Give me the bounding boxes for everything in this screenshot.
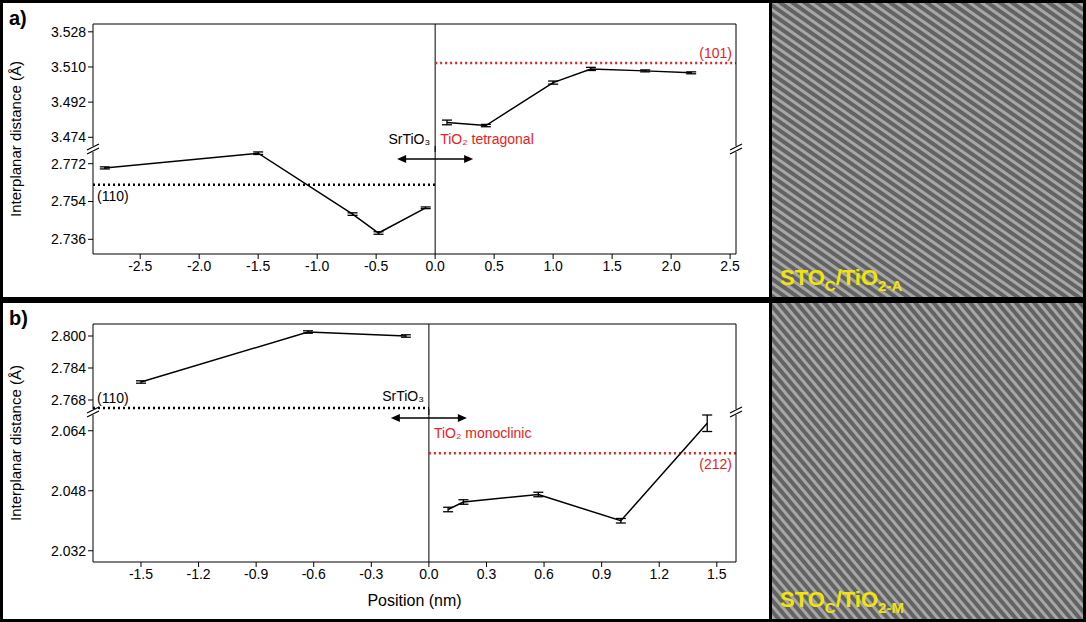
svg-text:-0.3: -0.3 — [359, 566, 383, 582]
svg-text:(110): (110) — [97, 390, 129, 406]
svg-text:3.474: 3.474 — [51, 129, 86, 145]
svg-text:0.6: 0.6 — [534, 566, 554, 582]
svg-text:-2.0: -2.0 — [187, 258, 211, 274]
svg-text:TiO₂ monoclinic: TiO₂ monoclinic — [434, 425, 532, 441]
svg-text:0.3: 0.3 — [477, 566, 497, 582]
svg-text:2.772: 2.772 — [51, 156, 86, 172]
svg-text:1.5: 1.5 — [602, 258, 622, 274]
svg-text:-0.9: -0.9 — [244, 566, 268, 582]
svg-text:2.784: 2.784 — [51, 360, 86, 376]
svg-text:2.800: 2.800 — [51, 328, 86, 344]
svg-text:a): a) — [9, 7, 27, 29]
svg-text:STOC/TiO2-M: STOC/TiO2-M — [780, 587, 904, 616]
svg-text:0.0: 0.0 — [425, 258, 445, 274]
svg-text:3.492: 3.492 — [51, 94, 86, 110]
svg-text:2.5: 2.5 — [720, 258, 740, 274]
svg-text:TiO₂ tetragonal: TiO₂ tetragonal — [440, 131, 534, 147]
svg-text:-1.0: -1.0 — [305, 258, 329, 274]
svg-text:0.9: 0.9 — [592, 566, 612, 582]
svg-text:1.5: 1.5 — [707, 566, 727, 582]
svg-text:2.048: 2.048 — [51, 483, 86, 499]
svg-text:2.768: 2.768 — [51, 392, 86, 408]
svg-text:0.5: 0.5 — [484, 258, 504, 274]
svg-text:b): b) — [9, 307, 28, 329]
svg-text:-1.2: -1.2 — [187, 566, 211, 582]
svg-text:0.0: 0.0 — [419, 566, 439, 582]
svg-text:(212): (212) — [699, 456, 732, 472]
svg-text:-0.6: -0.6 — [302, 566, 326, 582]
svg-text:3.510: 3.510 — [51, 59, 86, 75]
svg-text:(101): (101) — [699, 45, 732, 61]
svg-text:STOC/TiO2-A: STOC/TiO2-A — [780, 265, 902, 294]
svg-text:2.064: 2.064 — [51, 423, 86, 439]
svg-text:SrTiO₃: SrTiO₃ — [382, 388, 424, 404]
svg-text:1.0: 1.0 — [543, 258, 563, 274]
svg-text:Interplanar distance (Å): Interplanar distance (Å) — [7, 365, 24, 521]
svg-text:(110): (110) — [97, 188, 129, 204]
svg-text:2.032: 2.032 — [51, 543, 86, 559]
svg-text:Interplanar distance (Å): Interplanar distance (Å) — [7, 61, 24, 217]
svg-text:-2.5: -2.5 — [128, 258, 152, 274]
svg-text:2.736: 2.736 — [51, 231, 86, 247]
svg-text:2.754: 2.754 — [51, 193, 86, 209]
svg-text:1.2: 1.2 — [649, 566, 669, 582]
svg-text:-1.5: -1.5 — [129, 566, 153, 582]
svg-text:2.0: 2.0 — [661, 258, 681, 274]
svg-text:-1.5: -1.5 — [246, 258, 270, 274]
svg-text:Position (nm): Position (nm) — [367, 592, 461, 609]
svg-text:3.528: 3.528 — [51, 24, 86, 40]
svg-text:SrTiO₃: SrTiO₃ — [388, 131, 430, 147]
svg-text:-0.5: -0.5 — [364, 258, 388, 274]
